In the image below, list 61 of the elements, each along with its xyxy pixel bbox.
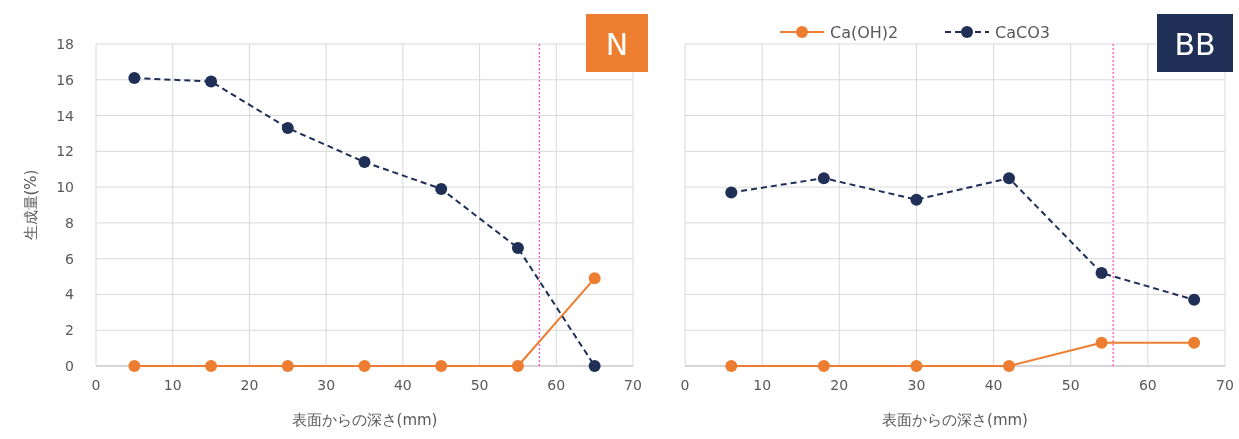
point	[1003, 172, 1015, 185]
point	[281, 122, 294, 135]
x-axis-title: 表面からの深さ(mm)	[882, 411, 1028, 429]
point	[435, 182, 448, 195]
point	[358, 156, 371, 169]
x-tick-label: 70	[1216, 377, 1234, 393]
point	[1188, 293, 1201, 306]
point	[1095, 336, 1108, 349]
y-tick-label: 8	[65, 214, 74, 231]
x-tick-label: 20	[830, 377, 849, 393]
x-axis-title: 表面からの深さ(mm)	[291, 411, 438, 429]
y-tick-label: 2	[65, 322, 74, 339]
point	[281, 360, 294, 372]
point	[1003, 360, 1015, 372]
y-tick-label: 12	[56, 143, 74, 160]
y-tick-label: 14	[56, 107, 75, 124]
x-tick-label: 50	[1061, 377, 1080, 393]
annotation: BB	[1174, 27, 1216, 62]
point	[435, 360, 448, 372]
point	[511, 360, 524, 372]
x-tick-label: 40	[393, 377, 412, 393]
annotation: N	[605, 27, 629, 62]
legend-label: CaCO3	[995, 23, 1050, 42]
x-tick-label: 0	[680, 377, 690, 393]
y-tick-label: 10	[56, 179, 74, 196]
x-tick-label: 20	[240, 377, 259, 393]
x-tick-label: 60	[547, 377, 566, 393]
x-tick-label: 60	[1138, 377, 1157, 393]
x-tick-label: 0	[91, 377, 101, 393]
y-axis-title: 生成量(%)	[22, 169, 40, 241]
badge: BB	[1157, 14, 1233, 72]
x-tick-label: 10	[753, 377, 772, 393]
point	[1095, 266, 1108, 279]
point	[588, 360, 601, 372]
point	[588, 272, 601, 285]
x-tick-label: 30	[907, 377, 926, 393]
point	[817, 172, 830, 185]
y-tick-label: 18	[56, 36, 74, 52]
y-tick-label: 0	[65, 358, 74, 374]
x-tick-label: 30	[317, 377, 336, 393]
point	[910, 193, 923, 206]
point	[910, 360, 923, 372]
point	[725, 360, 738, 372]
point	[817, 360, 830, 372]
x-tick-label: 70	[624, 377, 642, 393]
point	[205, 360, 218, 372]
x-tick-label: 50	[470, 377, 489, 393]
point	[128, 71, 141, 84]
point	[1188, 336, 1201, 349]
badge: N	[586, 14, 648, 72]
point	[358, 360, 371, 372]
y-tick-label: 4	[65, 286, 75, 303]
y-tick-label: 6	[65, 250, 75, 267]
y-tick-label: 16	[56, 71, 75, 88]
point	[205, 75, 218, 88]
point	[511, 241, 524, 254]
point	[725, 186, 738, 199]
x-tick-label: 10	[163, 377, 182, 393]
x-tick-label: 40	[984, 377, 1003, 393]
legend-label: Ca(OH)2	[830, 23, 899, 42]
point	[128, 360, 141, 372]
